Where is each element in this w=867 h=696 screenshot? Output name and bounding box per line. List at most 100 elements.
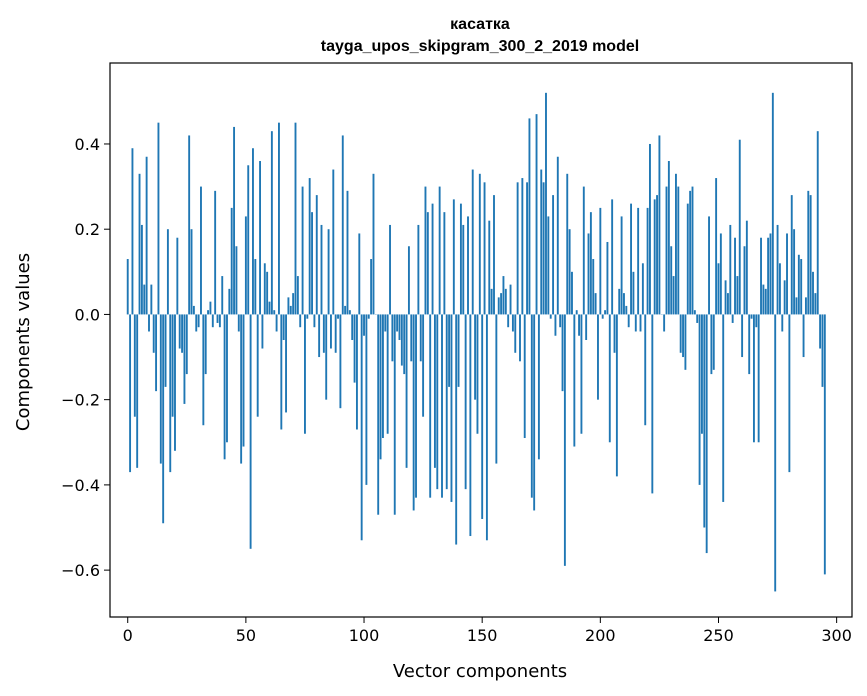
bar bbox=[287, 297, 290, 315]
bar bbox=[488, 220, 491, 315]
bar bbox=[207, 310, 210, 315]
bar bbox=[235, 246, 238, 315]
bar bbox=[521, 178, 524, 315]
bar bbox=[464, 314, 467, 490]
bar bbox=[708, 216, 710, 315]
bar bbox=[816, 131, 819, 315]
bar bbox=[495, 314, 498, 464]
bar bbox=[625, 305, 628, 315]
bar bbox=[133, 314, 136, 417]
bar bbox=[578, 314, 581, 336]
x-tick-label: 0 bbox=[123, 626, 133, 645]
bar bbox=[493, 195, 495, 315]
bar bbox=[443, 212, 446, 315]
bar bbox=[441, 314, 443, 498]
bar bbox=[355, 314, 358, 430]
bar bbox=[726, 293, 729, 315]
bar bbox=[140, 224, 143, 315]
bar bbox=[419, 314, 422, 362]
bar bbox=[594, 293, 597, 315]
bar bbox=[289, 305, 292, 315]
bar bbox=[230, 207, 233, 315]
bar bbox=[589, 212, 592, 315]
bar bbox=[450, 314, 453, 502]
bar bbox=[334, 314, 337, 353]
bar bbox=[523, 314, 526, 439]
bar bbox=[606, 241, 609, 315]
bar bbox=[802, 314, 805, 358]
bar bbox=[568, 229, 571, 315]
bar bbox=[358, 233, 361, 315]
bar bbox=[157, 122, 160, 315]
bar bbox=[630, 203, 632, 315]
bar bbox=[223, 314, 226, 460]
bar bbox=[240, 314, 243, 464]
bar bbox=[653, 199, 656, 315]
bar bbox=[379, 314, 382, 460]
bar bbox=[226, 314, 228, 443]
bar bbox=[181, 314, 184, 353]
bar bbox=[651, 314, 654, 494]
bar bbox=[514, 314, 517, 353]
bar bbox=[530, 314, 533, 498]
bar bbox=[476, 314, 479, 434]
bar bbox=[337, 314, 339, 319]
bar bbox=[256, 314, 259, 417]
plot-frame bbox=[109, 62, 853, 618]
bar bbox=[384, 314, 387, 332]
bar bbox=[599, 207, 602, 315]
bar bbox=[663, 314, 666, 332]
bar bbox=[136, 314, 139, 468]
bar bbox=[731, 314, 734, 323]
bar bbox=[748, 314, 751, 375]
bar bbox=[367, 314, 370, 319]
bar bbox=[320, 224, 323, 315]
bar bbox=[719, 233, 722, 315]
bar bbox=[511, 314, 514, 332]
bar bbox=[282, 314, 285, 340]
bar bbox=[736, 276, 739, 315]
bar bbox=[481, 314, 484, 519]
bar bbox=[126, 259, 129, 315]
bar bbox=[304, 314, 306, 434]
bar bbox=[615, 314, 618, 477]
bar bbox=[195, 314, 198, 332]
bar bbox=[823, 314, 826, 575]
bar bbox=[211, 314, 214, 328]
bar bbox=[325, 314, 328, 400]
bar bbox=[762, 284, 765, 315]
y-tick-label: −0.2 bbox=[61, 391, 100, 410]
bar bbox=[729, 224, 732, 315]
bar bbox=[438, 186, 441, 315]
bar bbox=[497, 297, 500, 315]
bar bbox=[202, 314, 205, 426]
bar bbox=[807, 190, 810, 315]
bar bbox=[786, 233, 788, 315]
bar bbox=[741, 314, 744, 358]
bar bbox=[682, 314, 684, 358]
bar bbox=[634, 314, 637, 332]
bar bbox=[242, 314, 245, 447]
bar bbox=[632, 271, 635, 315]
bar bbox=[294, 122, 297, 315]
bar bbox=[724, 280, 727, 315]
bar bbox=[143, 284, 146, 315]
bar bbox=[597, 314, 599, 400]
bar bbox=[788, 314, 791, 473]
bar bbox=[776, 224, 779, 315]
bar bbox=[263, 263, 266, 315]
bar bbox=[580, 314, 583, 434]
bar bbox=[197, 314, 200, 328]
bar bbox=[552, 195, 555, 315]
chart-subtitle: tayga_upos_skipgram_300_2_2019 model bbox=[321, 38, 639, 55]
bar bbox=[280, 314, 283, 430]
bar bbox=[592, 259, 595, 315]
bar bbox=[566, 173, 569, 315]
bar bbox=[171, 314, 174, 417]
bar bbox=[790, 195, 793, 315]
bar bbox=[641, 263, 644, 315]
bar bbox=[797, 254, 800, 315]
bar bbox=[783, 280, 786, 315]
bar bbox=[478, 173, 481, 315]
bar bbox=[315, 195, 318, 315]
